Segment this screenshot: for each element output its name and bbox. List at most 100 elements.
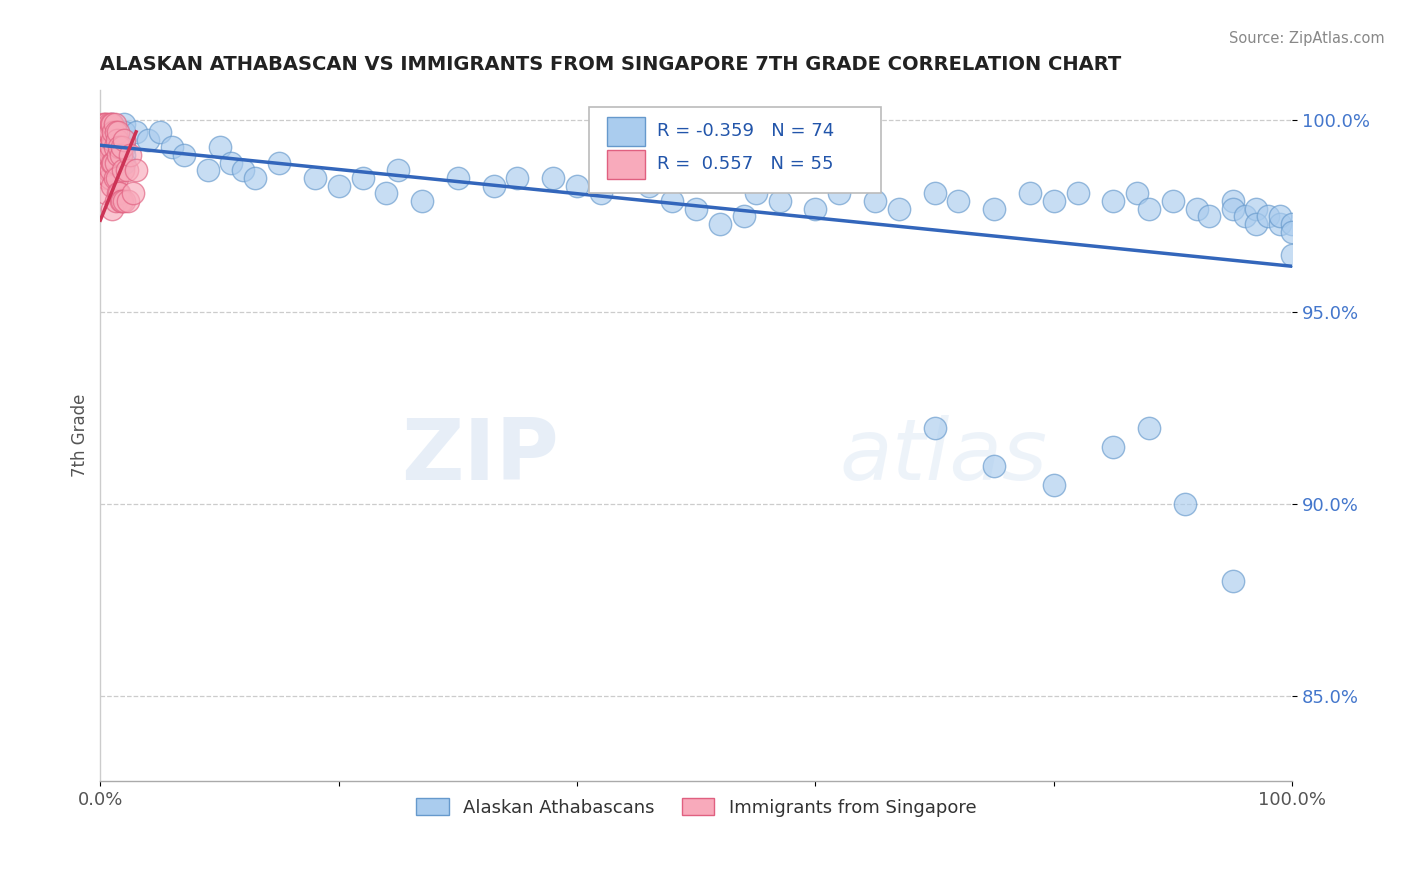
Point	[1066, 186, 1088, 201]
Point	[121, 186, 143, 201]
Point	[541, 170, 564, 185]
Point	[101, 132, 124, 146]
Point	[1198, 210, 1220, 224]
Point	[1222, 574, 1244, 589]
Point	[232, 163, 254, 178]
Point	[101, 178, 124, 193]
Point	[733, 210, 755, 224]
Point	[112, 148, 135, 162]
Point	[104, 194, 127, 208]
Text: R =  0.557   N = 55: R = 0.557 N = 55	[657, 155, 834, 173]
Point	[948, 194, 970, 208]
Point	[101, 125, 124, 139]
Point	[98, 148, 121, 162]
Point	[1270, 217, 1292, 231]
Point	[104, 140, 127, 154]
Point	[352, 170, 374, 185]
Point	[245, 170, 267, 185]
Point	[104, 117, 127, 131]
Point	[112, 155, 135, 169]
Point	[887, 202, 910, 216]
Point	[101, 202, 124, 216]
Point	[108, 186, 131, 201]
Point	[96, 155, 118, 169]
Point	[107, 186, 129, 201]
Point	[96, 186, 118, 201]
Point	[304, 170, 326, 185]
Text: Source: ZipAtlas.com: Source: ZipAtlas.com	[1229, 31, 1385, 46]
Point	[1222, 202, 1244, 216]
Point	[506, 170, 529, 185]
Point	[160, 140, 183, 154]
Point	[1043, 194, 1066, 208]
Point	[104, 125, 127, 139]
Point	[149, 125, 172, 139]
Point	[98, 170, 121, 185]
Point	[983, 458, 1005, 473]
Point	[107, 125, 129, 139]
Point	[101, 117, 124, 131]
Point	[804, 202, 827, 216]
Point	[110, 148, 132, 162]
Point	[117, 194, 139, 208]
Point	[91, 117, 114, 131]
Point	[101, 155, 124, 169]
Point	[115, 163, 138, 178]
Point	[111, 140, 134, 154]
Y-axis label: 7th Grade: 7th Grade	[72, 393, 89, 477]
Point	[1102, 440, 1125, 454]
Point	[1161, 194, 1184, 208]
Point	[637, 178, 659, 193]
FancyBboxPatch shape	[589, 107, 882, 194]
Point	[112, 132, 135, 146]
Point	[411, 194, 433, 208]
Point	[661, 194, 683, 208]
Point	[924, 420, 946, 434]
Point	[1043, 478, 1066, 492]
Point	[565, 178, 588, 193]
Point	[96, 140, 118, 154]
Point	[983, 202, 1005, 216]
Point	[96, 125, 118, 139]
Text: atlas: atlas	[839, 415, 1047, 498]
Legend: Alaskan Athabascans, Immigrants from Singapore: Alaskan Athabascans, Immigrants from Sin…	[409, 790, 984, 824]
Text: ALASKAN ATHABASCAN VS IMMIGRANTS FROM SINGAPORE 7TH GRADE CORRELATION CHART: ALASKAN ATHABASCAN VS IMMIGRANTS FROM SI…	[100, 55, 1122, 74]
Point	[94, 117, 117, 131]
Point	[482, 178, 505, 193]
Point	[924, 186, 946, 201]
Point	[100, 163, 122, 178]
Point	[97, 163, 120, 178]
Point	[101, 117, 124, 131]
Point	[328, 178, 350, 193]
Point	[589, 186, 612, 201]
Point	[1281, 248, 1303, 262]
Point	[1102, 194, 1125, 208]
Point	[125, 163, 148, 178]
Point	[112, 140, 135, 154]
Point	[98, 125, 121, 139]
Point	[1246, 202, 1268, 216]
Point	[112, 125, 135, 139]
Point	[769, 194, 792, 208]
Point	[103, 155, 125, 169]
Point	[93, 125, 115, 139]
Text: R = -0.359   N = 74: R = -0.359 N = 74	[657, 122, 834, 140]
Point	[100, 140, 122, 154]
Point	[110, 194, 132, 208]
Point	[96, 140, 118, 154]
Point	[208, 140, 231, 154]
Point	[1281, 225, 1303, 239]
Point	[112, 117, 135, 131]
Point	[1019, 186, 1042, 201]
Point	[828, 186, 851, 201]
Point	[745, 186, 768, 201]
Point	[125, 125, 148, 139]
Point	[863, 194, 886, 208]
Point	[1281, 217, 1303, 231]
Point	[104, 155, 127, 169]
Point	[1233, 210, 1256, 224]
Point	[1137, 420, 1160, 434]
Point	[111, 163, 134, 178]
Point	[1246, 217, 1268, 231]
Point	[1185, 202, 1208, 216]
